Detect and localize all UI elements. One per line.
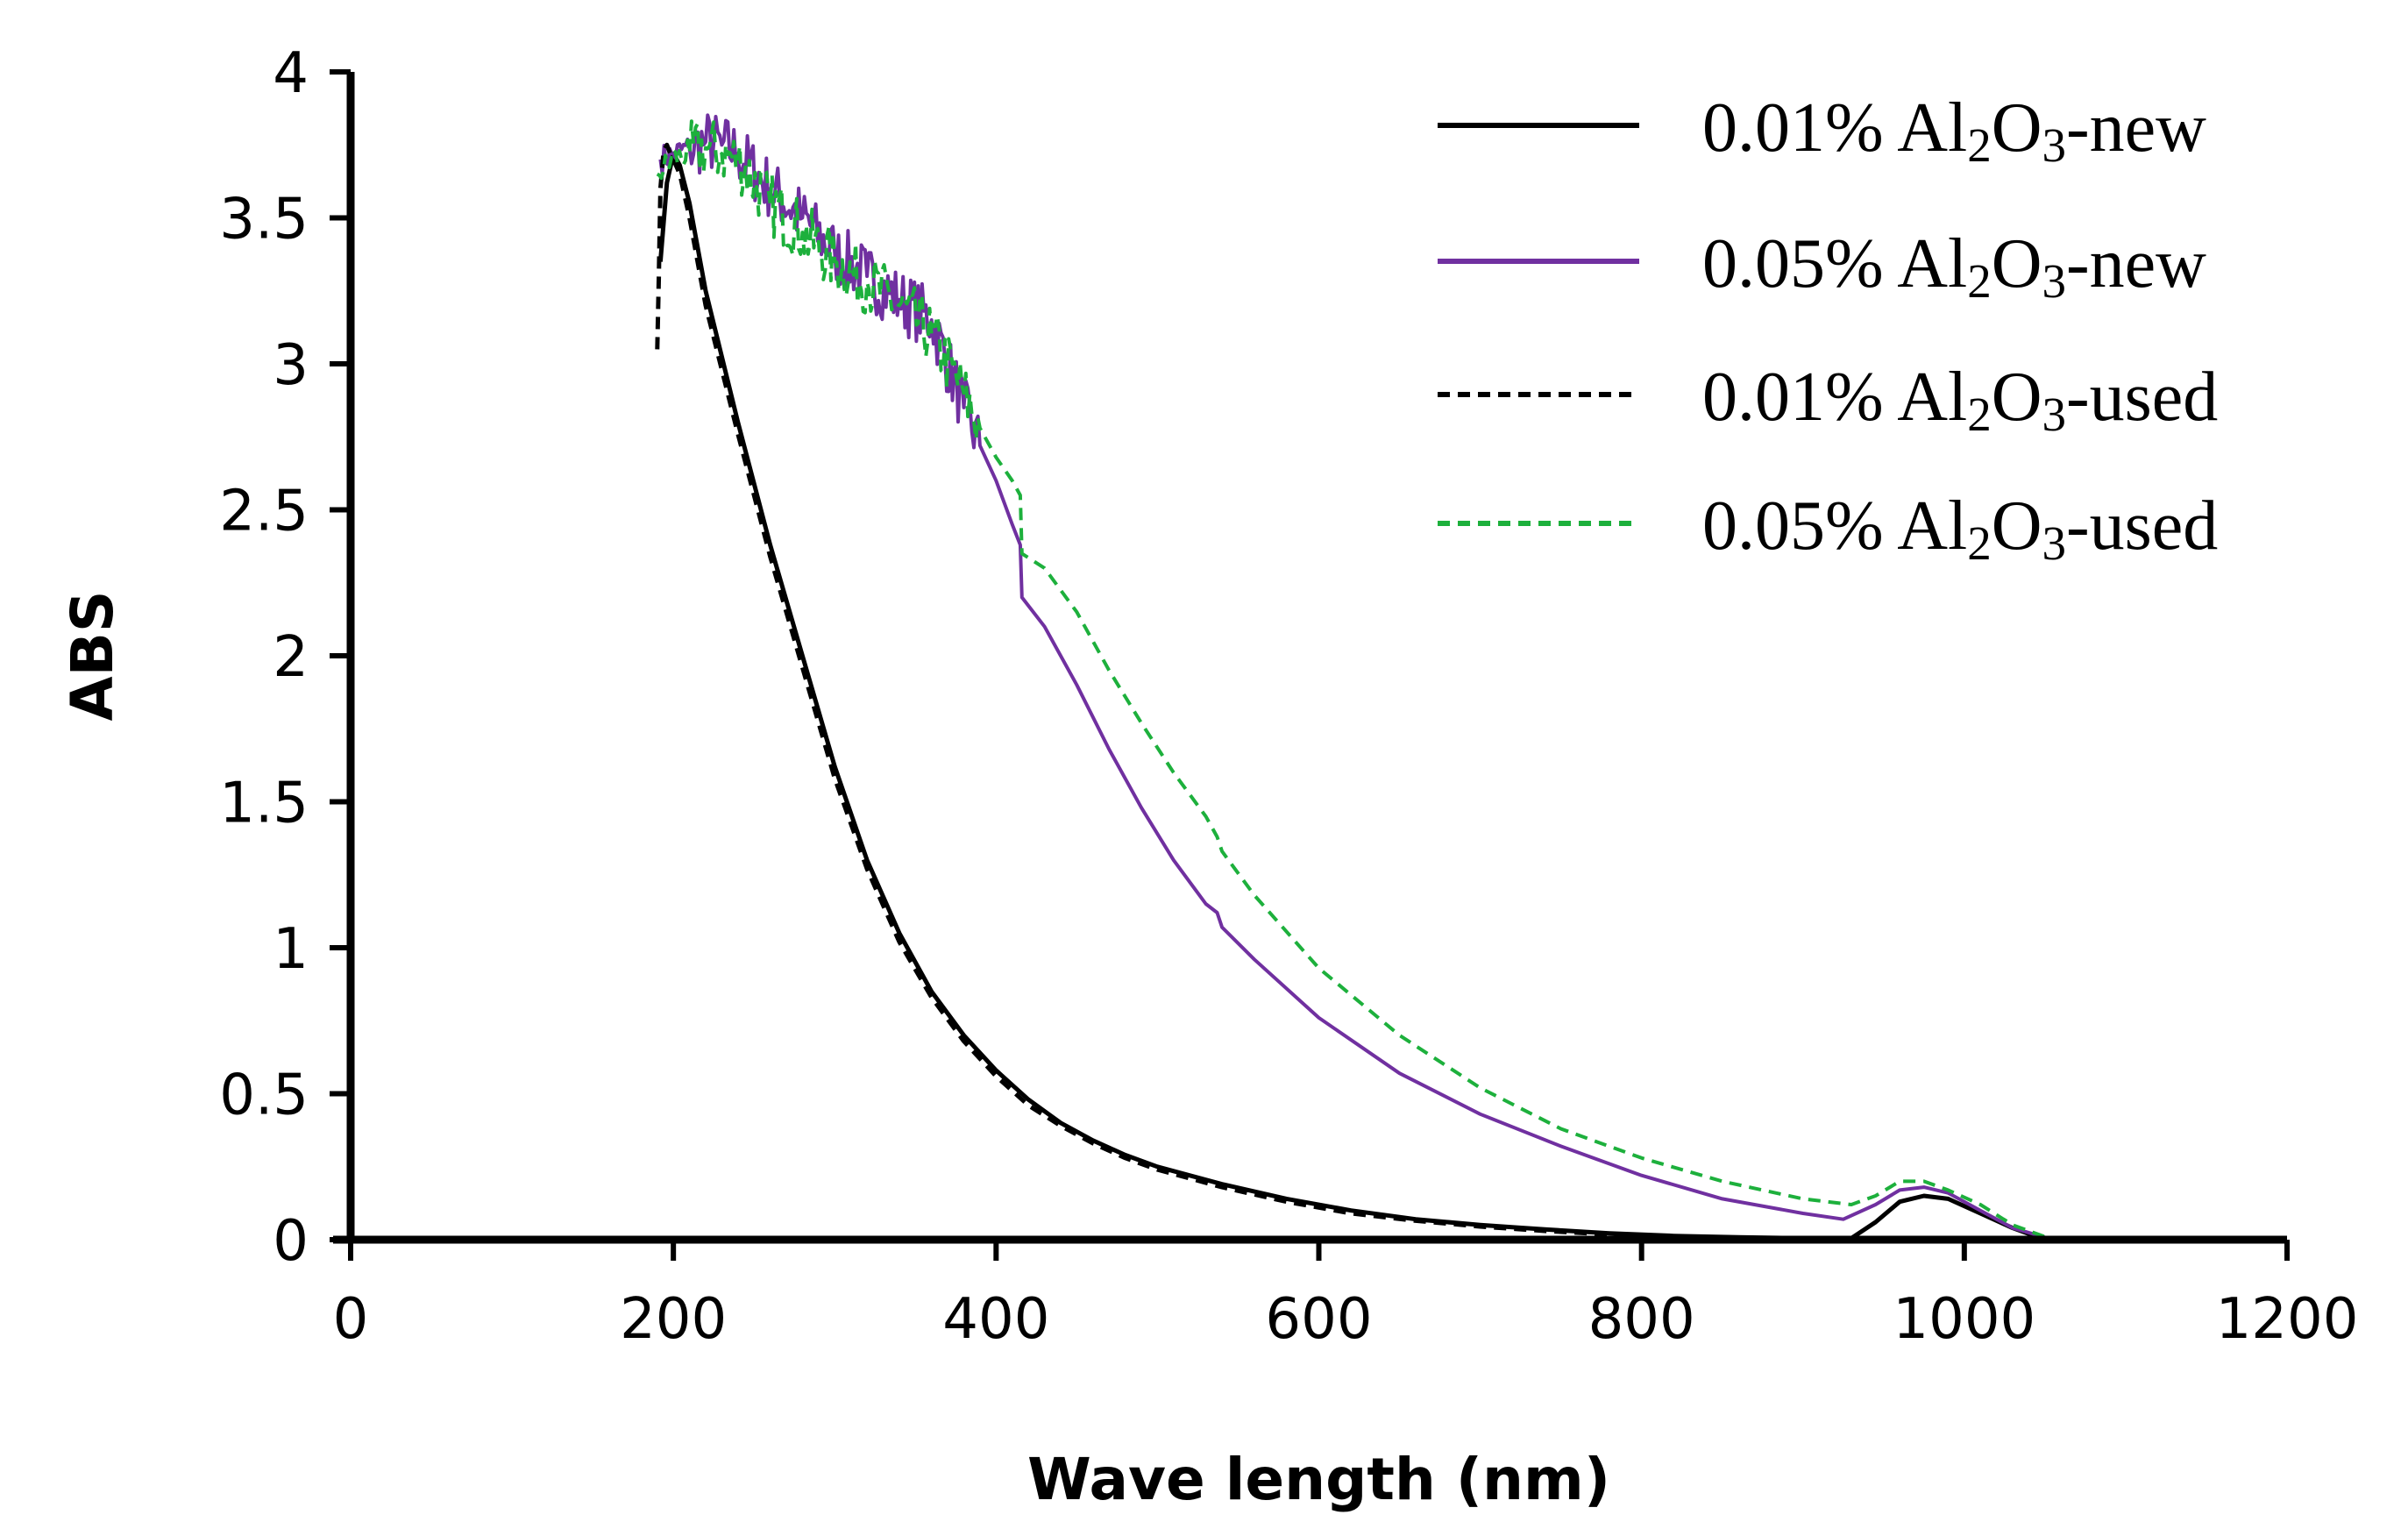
legend-text-part: 2 — [1967, 254, 1992, 308]
y-axis-title: ABS — [59, 591, 126, 722]
legend-text-part: 2 — [1967, 118, 1992, 172]
legend-text-part: -new — [2066, 89, 2206, 167]
legend-text-part: 0.05% Al — [1702, 225, 1967, 302]
y-ticks: 0 0.5 1 1.5 2 2.5 3 3.5 4 — [219, 41, 351, 1274]
legend-text-part: 0.01% Al — [1702, 359, 1967, 436]
series-line-s3 — [655, 142, 1674, 1240]
x-tick-label: 800 — [1588, 1287, 1695, 1352]
legend-label-s4: 0.05% Al2O3-used — [1702, 487, 2218, 570]
legend-text-part: 3 — [2042, 118, 2067, 172]
x-tick-label: 400 — [942, 1287, 1049, 1352]
series-line-s4 — [656, 119, 2126, 1241]
legend-text-part: 3 — [2042, 388, 2067, 441]
legend-text-part: -new — [2066, 225, 2206, 302]
x-tick-label: 1200 — [2216, 1287, 2359, 1352]
x-tick-label: 1000 — [1893, 1287, 2035, 1352]
legend-text-part: 2 — [1967, 516, 1992, 570]
legend-label-s3: 0.01% Al2O3-used — [1702, 359, 2218, 441]
y-tick-label: 2 — [273, 625, 309, 690]
legend-text-part: O — [1992, 359, 2042, 436]
x-ticks: 0 200 400 600 800 1000 1200 — [333, 1240, 2359, 1352]
legend-text-part: O — [1992, 89, 2042, 167]
legend-label-s2: 0.05% Al2O3-new — [1702, 225, 2206, 308]
x-tick-label: 0 — [333, 1287, 369, 1352]
y-tick-label: 4 — [273, 41, 309, 106]
y-tick-label: 3.5 — [219, 188, 309, 252]
legend-text-part: 3 — [2042, 254, 2067, 308]
x-tick-label: 200 — [620, 1287, 727, 1352]
y-tick-label: 3 — [273, 333, 309, 398]
legend-text-part: -used — [2066, 487, 2218, 565]
legend-text-part: -used — [2066, 359, 2218, 436]
legend-text-part: 2 — [1967, 388, 1992, 441]
legend-text-part: 3 — [2042, 516, 2067, 570]
legend-text-part: 0.01% Al — [1702, 89, 1967, 167]
legend-text-part: 0.05% Al — [1702, 487, 1967, 565]
plot-lines — [655, 113, 2126, 1242]
legend-text-part: O — [1992, 225, 2042, 302]
y-tick-label: 1 — [273, 917, 309, 982]
y-tick-label: 2.5 — [219, 480, 309, 544]
x-axis-title: Wave length (nm) — [1027, 1446, 1610, 1513]
x-tick-label: 600 — [1265, 1287, 1372, 1352]
legend-text-part: O — [1992, 487, 2042, 565]
y-tick-label: 1.5 — [219, 772, 309, 836]
y-tick-label: 0 — [273, 1209, 309, 1274]
y-tick-label: 0.5 — [219, 1063, 309, 1128]
series-line-s1 — [657, 151, 2046, 1242]
legend-label-s1: 0.01% Al2O3-new — [1702, 89, 2206, 172]
